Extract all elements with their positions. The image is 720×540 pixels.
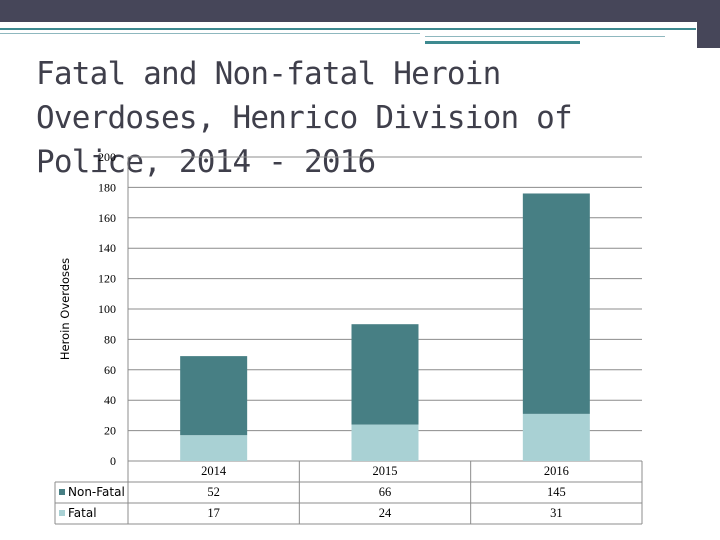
legend-label: Non-Fatal [68,485,125,499]
y-axis-label: Heroin Overdoses [58,258,72,360]
bar-fatal-2015 [351,424,419,461]
y-tick-label: 180 [98,180,116,194]
data-table-value: 145 [547,485,566,499]
x-tick-label: 2014 [201,464,227,478]
legend-label: Fatal [68,506,97,520]
bar-non-fatal-2014 [180,356,248,436]
y-tick-label: 200 [98,150,116,164]
chart-title: Fatal and Non-fatal Heroin Overdoses, He… [36,56,573,180]
y-tick-label: 80 [104,332,116,346]
y-tick-label: 20 [104,424,116,438]
bar-fatal-2014 [180,435,248,461]
header-rule-thin [0,33,420,34]
header-accent [697,0,720,48]
y-tick-label: 140 [98,241,116,255]
y-tick-label: 60 [104,363,116,377]
header-bar [0,0,720,22]
data-table-value: 52 [207,485,220,499]
header-rule-short [425,41,580,44]
y-tick-label: 160 [98,211,116,225]
bar-fatal-2016 [522,413,590,461]
header-rule-thin-2 [425,36,665,37]
y-tick-label: 40 [104,393,116,407]
data-table-value: 66 [379,485,392,499]
y-tick-label: 0 [110,454,116,468]
header-rule [0,28,696,30]
x-tick-label: 2016 [544,464,569,478]
data-table-value: 31 [550,506,563,520]
legend-swatch-fatal [59,510,65,516]
legend-swatch-non-fatal [59,489,65,495]
data-table-value: 17 [207,506,220,520]
x-tick-label: 2015 [373,464,398,478]
bar-non-fatal-2016 [522,193,590,414]
y-tick-label: 100 [98,302,116,316]
data-table-value: 24 [379,506,392,520]
y-tick-label: 120 [98,272,116,286]
bar-non-fatal-2015 [351,324,419,425]
